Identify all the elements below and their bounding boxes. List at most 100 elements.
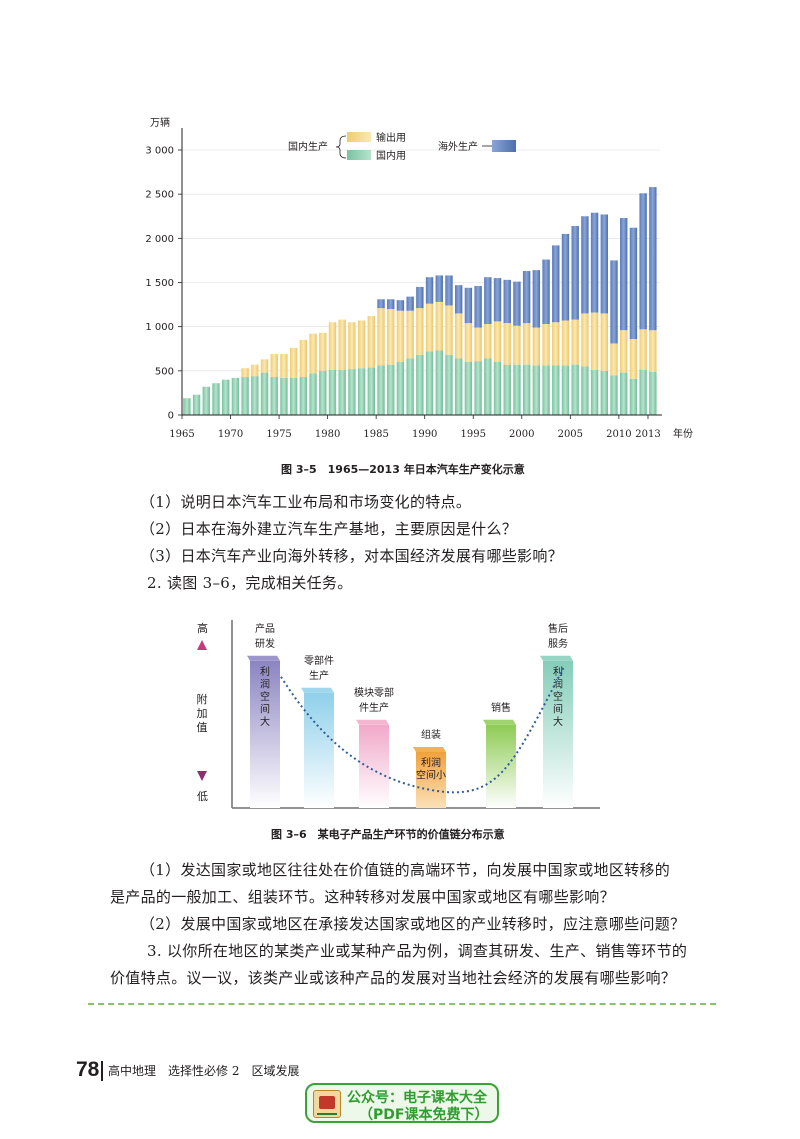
stage-label: 组装: [421, 728, 441, 741]
bar-overseas: [542, 259, 550, 325]
bar-export: [241, 368, 249, 378]
stage-label: 生产: [309, 669, 329, 682]
bar-domestic: [212, 383, 220, 415]
section-divider: [88, 1003, 716, 1005]
bar-export: [338, 319, 346, 370]
bar-overseas: [639, 193, 647, 330]
bar-export: [474, 327, 482, 362]
stage-inner-text: 间: [260, 702, 270, 715]
stage-bar-top: [413, 747, 446, 752]
stage-bar-top: [301, 687, 334, 693]
production-chart: 0 500 1 000 1 500 2 000 2 500 3 000 1965 1970 197…: [145, 116, 693, 440]
stage-bar: [304, 692, 334, 808]
stage-inner-text: 空: [553, 690, 563, 703]
bar-overseas: [493, 278, 502, 322]
y-axis-unit: 万辆: [150, 116, 170, 129]
bar-domestic: [309, 373, 317, 415]
bar-export: [396, 310, 405, 362]
bar-overseas: [532, 270, 541, 328]
stage-bar-top: [356, 719, 389, 725]
bar-domestic: [649, 371, 657, 415]
bar-domestic: [241, 377, 249, 415]
bar-export: [590, 312, 599, 370]
bar-domestic: [620, 372, 628, 415]
bar-export: [629, 339, 638, 379]
bar-export: [328, 322, 337, 370]
bar-overseas: [600, 214, 608, 314]
bar-export: [503, 323, 511, 365]
bar-domestic: [610, 375, 618, 415]
bar-export: [425, 303, 434, 352]
stage-inner-text: 润: [553, 677, 563, 690]
figure-3-6-caption: 图 3–6 某电子产品生产环节的价值链分布示意: [271, 828, 505, 841]
bar-export: [620, 330, 628, 373]
stage-inner-text: 润: [260, 677, 270, 690]
bar-export: [484, 324, 492, 359]
bar-export: [581, 313, 589, 367]
footer-volume: 选择性必修 2: [168, 1064, 240, 1078]
bar-domestic: [289, 377, 298, 415]
bar-overseas: [474, 286, 482, 328]
chart-gridlines: [182, 149, 660, 372]
bar-overseas: [435, 275, 443, 302]
y-tick-label: 3 000: [145, 146, 174, 157]
bar-export: [571, 319, 579, 365]
bar-domestic: [251, 376, 259, 415]
bar-overseas: [425, 277, 434, 304]
bar-domestic: [571, 364, 579, 415]
legend-domestic-production: 国内生产: [288, 140, 328, 153]
stage-label: 零部件: [304, 654, 334, 667]
watermark-line2: （PDF课本免费下）: [359, 1107, 489, 1123]
stage-label: 销售: [491, 701, 511, 714]
bar-domestic: [299, 377, 308, 415]
bar-export: [416, 308, 424, 355]
bar-export: [649, 330, 657, 372]
x-axis-unit: 年份: [673, 427, 693, 440]
bar-export: [639, 329, 647, 370]
stage-inner-text: 利: [260, 666, 270, 678]
legend-swatch-domestic: [347, 150, 371, 160]
bar-export: [552, 322, 560, 366]
bar-domestic: [280, 377, 288, 415]
bar-domestic: [600, 370, 608, 415]
bar-domestic: [513, 364, 521, 415]
question-2-1-line2: 是产品的一般加工、组装环节。这种转移对发展中国家或地区有哪些影响？: [110, 888, 615, 906]
bar-domestic: [581, 366, 589, 415]
bar-export: [445, 305, 453, 355]
stage-inner-text: 大: [553, 715, 563, 728]
page-number: 78: [76, 1058, 100, 1081]
y-tick-label: 1 000: [145, 322, 174, 333]
x-tick-label: 1965: [169, 429, 194, 440]
bar-overseas: [590, 212, 599, 313]
watermark-badge: 公众号：电子课本大全 （PDF课本免费下）: [305, 1083, 499, 1123]
bar-overseas: [484, 277, 492, 325]
bar-export: [348, 322, 356, 370]
bar-export: [610, 343, 618, 376]
bar-overseas: [377, 299, 385, 309]
book-logo-icon: [313, 1090, 341, 1118]
stage-label: 服务: [548, 637, 568, 650]
bar-domestic: [338, 369, 346, 415]
bar-overseas: [552, 245, 560, 323]
x-tick-label: 1995: [461, 429, 486, 440]
bar-export: [299, 339, 308, 378]
bar-domestic: [367, 367, 376, 415]
bar-export: [513, 325, 521, 365]
bar-domestic: [445, 354, 453, 415]
question-1-2: （2）日本在海外建立汽车生产基地，主要原因是什么？: [140, 520, 518, 538]
x-tick-label: 2013: [635, 429, 660, 440]
question-1-3: （3）日本汽车产业向海外转移，对本国经济发展有哪些影响？: [140, 547, 563, 565]
arrow-up-head: [197, 640, 207, 650]
bar-domestic: [454, 358, 463, 415]
question-1-1: （1）说明日本汽车工业布局和市场变化的特点。: [140, 493, 472, 511]
stage-bar-top: [540, 655, 573, 661]
x-tick-label: 2000: [509, 429, 534, 440]
watermark-line1: 公众号：电子课本大全: [347, 1090, 487, 1106]
bar-overseas: [454, 285, 463, 314]
bar-domestic: [532, 365, 541, 415]
bar-export: [309, 333, 317, 374]
stage-label: 模块零部: [354, 686, 394, 699]
bar-domestic: [387, 364, 395, 415]
bar-overseas: [387, 299, 395, 309]
